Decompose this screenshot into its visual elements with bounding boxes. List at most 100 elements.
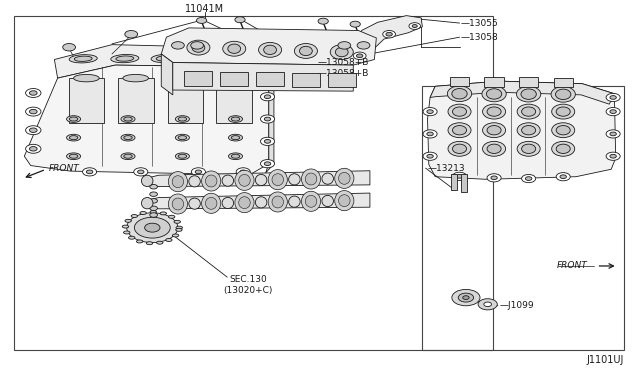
Circle shape — [125, 31, 138, 38]
Circle shape — [138, 170, 144, 174]
Text: —13213: —13213 — [428, 164, 465, 173]
Circle shape — [522, 174, 536, 183]
Polygon shape — [161, 28, 376, 65]
Ellipse shape — [192, 43, 205, 52]
Ellipse shape — [67, 134, 81, 141]
Text: FRONT: FRONT — [557, 262, 588, 270]
Ellipse shape — [124, 231, 130, 234]
Ellipse shape — [67, 116, 81, 122]
Ellipse shape — [552, 123, 575, 138]
Ellipse shape — [157, 241, 163, 244]
Circle shape — [610, 110, 616, 113]
Ellipse shape — [178, 136, 187, 140]
Circle shape — [196, 17, 207, 23]
Ellipse shape — [239, 197, 250, 209]
Ellipse shape — [228, 116, 243, 122]
Ellipse shape — [448, 141, 471, 156]
Circle shape — [63, 44, 76, 51]
Text: —13058+B: —13058+B — [317, 69, 369, 78]
Circle shape — [606, 152, 620, 160]
Ellipse shape — [123, 74, 148, 82]
Circle shape — [357, 42, 370, 49]
Ellipse shape — [124, 154, 132, 158]
Ellipse shape — [205, 198, 217, 209]
Ellipse shape — [168, 194, 188, 214]
Bar — [69, 78, 104, 123]
Ellipse shape — [522, 126, 536, 135]
Ellipse shape — [121, 116, 135, 122]
Ellipse shape — [448, 123, 471, 138]
Ellipse shape — [322, 195, 333, 206]
Ellipse shape — [300, 46, 312, 55]
Circle shape — [458, 293, 474, 302]
Circle shape — [452, 289, 480, 306]
Circle shape — [260, 70, 275, 78]
Bar — [292, 73, 320, 87]
Circle shape — [487, 174, 501, 182]
Ellipse shape — [235, 170, 254, 190]
Ellipse shape — [272, 174, 284, 186]
Ellipse shape — [125, 219, 131, 222]
Circle shape — [427, 110, 433, 113]
Ellipse shape — [202, 193, 221, 214]
Ellipse shape — [116, 56, 134, 61]
Ellipse shape — [176, 226, 182, 229]
Ellipse shape — [556, 126, 570, 135]
Circle shape — [260, 93, 275, 101]
Circle shape — [356, 54, 363, 58]
Text: —J1099: —J1099 — [499, 301, 534, 310]
Circle shape — [427, 154, 433, 158]
Ellipse shape — [178, 154, 187, 158]
Ellipse shape — [172, 74, 198, 82]
Ellipse shape — [228, 153, 243, 160]
Ellipse shape — [305, 173, 317, 185]
Text: —13058: —13058 — [461, 33, 499, 42]
Ellipse shape — [483, 141, 506, 156]
Bar — [168, 78, 203, 123]
Circle shape — [86, 170, 93, 174]
Ellipse shape — [483, 123, 506, 138]
Ellipse shape — [294, 44, 317, 58]
Circle shape — [240, 170, 246, 174]
Circle shape — [610, 154, 616, 158]
Ellipse shape — [111, 54, 139, 63]
Circle shape — [606, 130, 620, 138]
Ellipse shape — [289, 174, 300, 185]
Ellipse shape — [264, 45, 276, 55]
Ellipse shape — [124, 136, 132, 140]
Ellipse shape — [174, 220, 180, 223]
Ellipse shape — [517, 141, 540, 156]
Circle shape — [463, 296, 469, 299]
Ellipse shape — [339, 172, 350, 184]
Ellipse shape — [222, 198, 234, 209]
Ellipse shape — [228, 44, 241, 53]
Circle shape — [412, 25, 417, 28]
Ellipse shape — [517, 104, 540, 119]
Polygon shape — [24, 65, 269, 175]
Bar — [554, 78, 573, 87]
Circle shape — [338, 42, 351, 49]
Ellipse shape — [487, 126, 501, 135]
Ellipse shape — [168, 171, 188, 192]
Ellipse shape — [141, 198, 153, 209]
Ellipse shape — [196, 55, 214, 61]
Circle shape — [172, 42, 184, 49]
Circle shape — [260, 115, 275, 123]
Bar — [450, 77, 469, 86]
Ellipse shape — [301, 191, 321, 211]
Ellipse shape — [335, 190, 354, 211]
Ellipse shape — [552, 141, 575, 156]
Circle shape — [386, 32, 392, 36]
Circle shape — [610, 96, 616, 99]
Bar — [451, 174, 457, 190]
Circle shape — [134, 168, 148, 176]
Ellipse shape — [147, 242, 153, 245]
Circle shape — [29, 147, 37, 151]
Ellipse shape — [335, 168, 354, 188]
Text: SEC.130: SEC.130 — [230, 275, 267, 284]
Circle shape — [127, 213, 178, 243]
Circle shape — [610, 132, 616, 136]
Ellipse shape — [131, 215, 138, 218]
Circle shape — [353, 52, 366, 60]
Text: —13058+B: —13058+B — [317, 58, 369, 67]
